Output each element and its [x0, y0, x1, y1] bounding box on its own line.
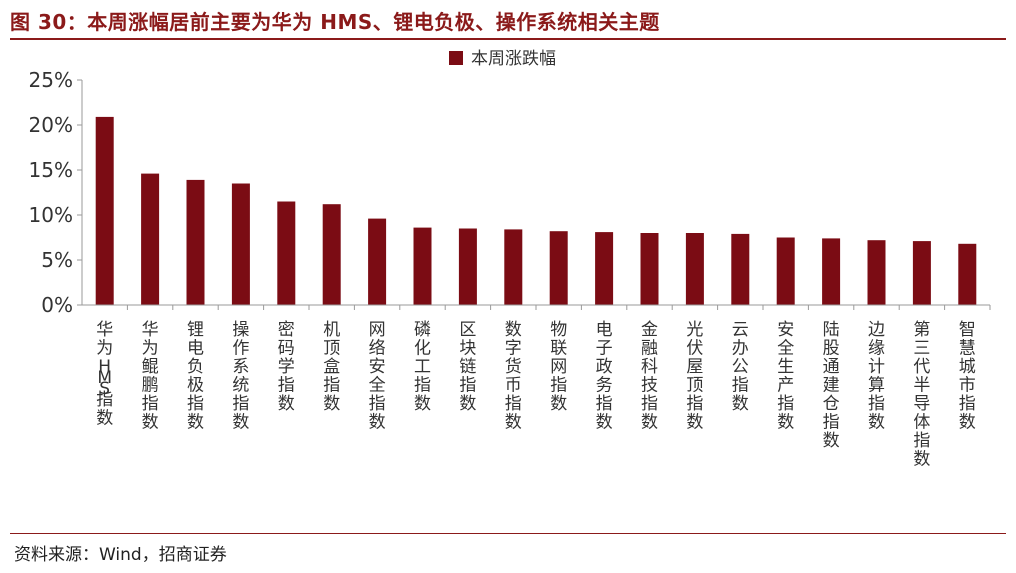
- bar-chart: 本周涨跌幅 0% 5% 10% 15% 20% 25% 华为 H M S 指数 华为鲲鹏指数 锂电负极…: [29, 49, 991, 470]
- legend-swatch: [449, 51, 463, 65]
- bars: [95, 116, 977, 306]
- bar: [141, 173, 160, 305]
- bar: [413, 227, 432, 305]
- y-axis: 0% 5% 10% 15% 20% 25%: [29, 68, 83, 317]
- y-tick-label: 15%: [29, 158, 73, 182]
- bar: [504, 229, 523, 305]
- x-tick-label: 云办公指数: [732, 320, 749, 414]
- bar: [368, 218, 387, 305]
- x-tick-label: 物联网指数: [550, 320, 567, 414]
- x-tick-label: 操作系统指数: [232, 320, 249, 433]
- source-divider: [10, 533, 1006, 534]
- x-tick-label: 光伏屋顶指数: [686, 320, 703, 433]
- bar: [549, 231, 568, 305]
- x-tick-label: 安全生产指数: [777, 320, 794, 433]
- x-tick-label: 边缘计算指数: [868, 320, 885, 433]
- x-tick-label: 华为鲲鹏指数: [142, 320, 159, 433]
- bar: [822, 238, 841, 305]
- y-tick-label: 0%: [41, 293, 73, 317]
- x-tick-label: 陆股通建仓指数: [823, 320, 840, 451]
- bar: [186, 179, 205, 305]
- x-tick-label: 智慧城市指数: [959, 320, 976, 433]
- figure-title: 图 30：本周涨幅居前主要为华为 HMS、锂电负极、操作系统相关主题: [10, 10, 660, 34]
- y-tick-label: 10%: [29, 203, 73, 227]
- x-tick-label: 第三代半导体指数: [913, 320, 930, 470]
- y-tick-label: 25%: [29, 68, 73, 92]
- title-divider: [10, 38, 1006, 40]
- bar: [731, 233, 750, 305]
- x-tick-label: 金融科技指数: [641, 320, 658, 433]
- x-axis: 华为 H M S 指数 华为鲲鹏指数 锂电负极指数 操作系统指数 密码学指数 机顶盒指数 网络安全指…: [82, 304, 991, 470]
- x-tick-label: 密码学指数: [278, 320, 295, 414]
- x-tick-label: 数字货币指数: [505, 320, 522, 433]
- legend-label: 本周涨跌幅: [471, 49, 556, 69]
- bar: [458, 228, 477, 305]
- x-tick-label: 锂电负极指数: [187, 320, 204, 433]
- x-tick-label: 华为 H M S 指数: [96, 320, 113, 429]
- bar: [958, 243, 977, 305]
- y-tick-label: 20%: [29, 113, 73, 137]
- x-tick-label: 磷化工指数: [414, 320, 431, 414]
- y-tick-label: 5%: [41, 248, 73, 272]
- chart-legend: 本周涨跌幅: [449, 49, 556, 69]
- bar: [595, 232, 614, 305]
- bar: [912, 241, 931, 305]
- bar: [277, 201, 296, 305]
- source-note: 资料来源：Wind，招商证券: [14, 545, 227, 565]
- bar: [95, 116, 114, 306]
- x-tick-label: 电子政务指数: [596, 320, 613, 433]
- bar: [322, 204, 341, 305]
- bar: [867, 240, 886, 305]
- x-tick-label: 区块链指数: [459, 320, 476, 414]
- bar: [685, 233, 704, 305]
- bar: [231, 183, 250, 305]
- x-tick-label: 网络安全指数: [369, 320, 386, 433]
- x-tick-label: 机顶盒指数: [323, 320, 340, 414]
- bar: [640, 233, 659, 305]
- bar: [776, 237, 795, 305]
